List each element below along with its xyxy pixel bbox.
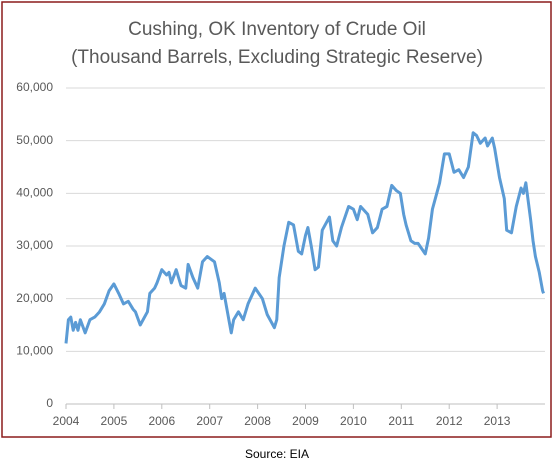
x-tick-label: 2006 (148, 414, 175, 428)
x-tick-label: 2010 (340, 414, 367, 428)
y-tick-label: 10,000 (16, 344, 53, 358)
y-tick-label: 40,000 (16, 186, 53, 200)
y-tick-label: 0 (46, 396, 53, 410)
x-tick-label: 2011 (388, 414, 414, 428)
chart-border (1, 1, 552, 438)
source-note: Source: EIA (245, 447, 309, 461)
x-tick-label: 2013 (484, 414, 511, 428)
y-tick-label: 30,000 (16, 238, 53, 252)
y-tick-label: 20,000 (16, 291, 53, 305)
x-tick-label: 2007 (196, 414, 223, 428)
x-tick-label: 2012 (436, 414, 463, 428)
chart-title: Cushing, OK Inventory of Crude Oil (128, 19, 426, 40)
data-line (64, 131, 545, 344)
y-tick-label: 60,000 (16, 80, 53, 94)
x-tick-label: 2004 (53, 414, 80, 428)
x-tick-label: 2008 (244, 414, 271, 428)
x-tick-label: 2009 (292, 414, 319, 428)
chart-subtitle: (Thousand Barrels, Excluding Strategic R… (71, 47, 483, 68)
y-tick-label: 50,000 (16, 133, 53, 147)
x-tick-label: 2005 (101, 414, 128, 428)
